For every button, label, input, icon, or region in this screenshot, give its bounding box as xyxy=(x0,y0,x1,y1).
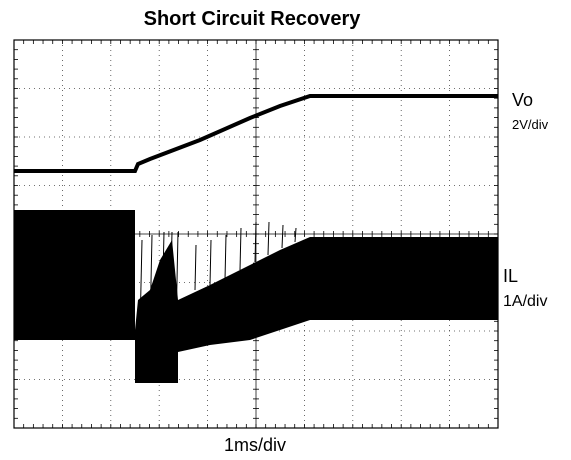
time-scale: 1ms/div xyxy=(224,435,286,455)
il-trace xyxy=(14,210,498,383)
trace-scale: 1A/div xyxy=(503,293,547,310)
trace-label: IL xyxy=(503,266,518,286)
trace-scale: 2V/div xyxy=(512,117,549,132)
vo-trace xyxy=(14,94,498,173)
trace-label: Vo xyxy=(512,90,533,110)
title: Short Circuit Recovery xyxy=(144,8,362,30)
